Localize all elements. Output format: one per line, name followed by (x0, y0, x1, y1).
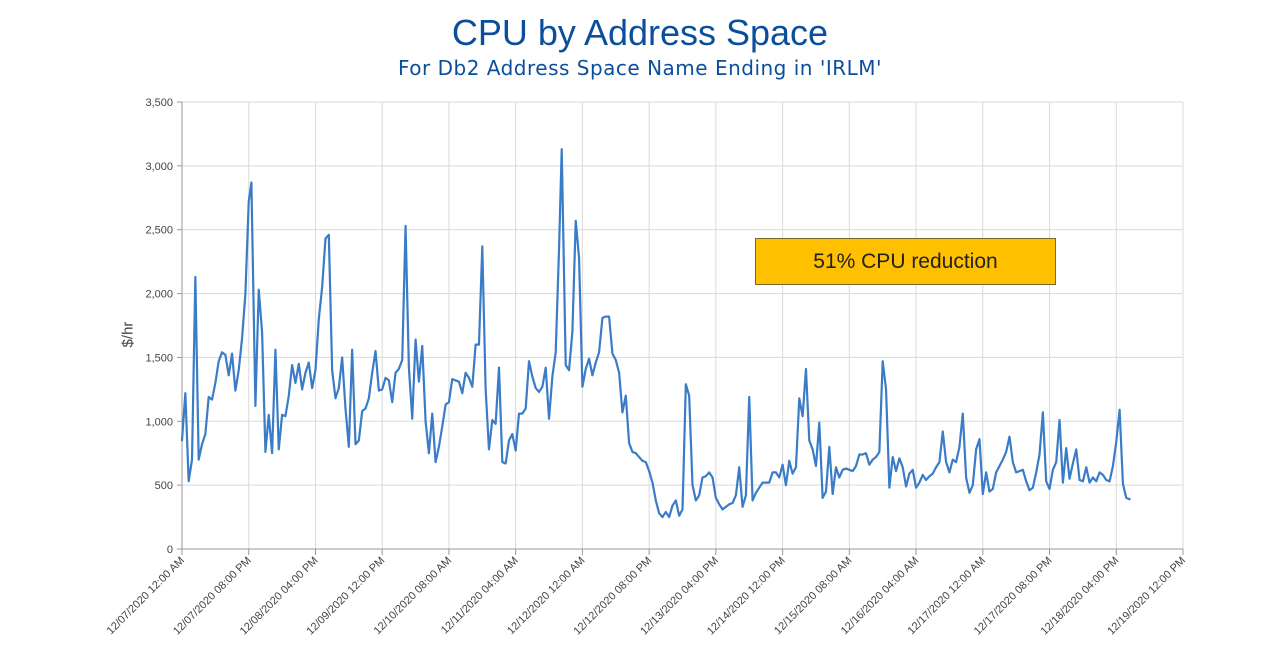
y-tick-label: 3,000 (145, 161, 173, 173)
y-tick-label: 500 (155, 480, 173, 492)
x-tick-label: 12/19/2020 12:00 PM (1105, 555, 1188, 638)
y-tick-label: 2,000 (145, 289, 173, 301)
series-line (180, 148, 1131, 519)
cpu-reduction-callout: 51% CPU reduction (755, 238, 1056, 285)
y-tick-label: 0 (167, 544, 173, 556)
chart-subtitle: For Db2 Address Space Name Ending in 'IR… (397, 56, 883, 80)
y-tick-label: 3,500 (145, 97, 173, 109)
y-tick-label: 2,500 (145, 225, 173, 237)
chart-title: CPU by Address Space (451, 12, 829, 53)
y-tick-label: 1,500 (145, 352, 173, 364)
y-axis-label: $/hr (119, 321, 137, 348)
y-tick-label: 1,000 (145, 416, 173, 428)
